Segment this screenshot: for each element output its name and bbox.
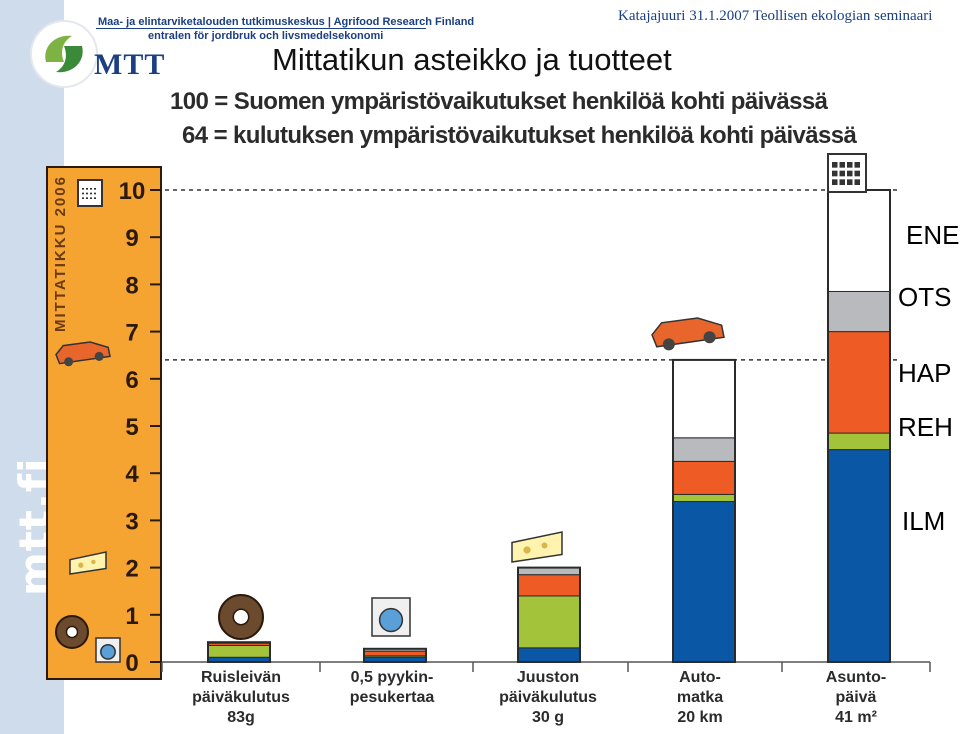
subtitle-scale-64: 64 = kulutuksen ympäristövaikutukset hen… bbox=[182, 122, 857, 149]
x-category-label-line: 20 km bbox=[677, 709, 723, 726]
event-info: Katajajuuri 31.1.2007 Teollisen ekologia… bbox=[618, 8, 933, 24]
header-divider bbox=[96, 28, 426, 29]
x-category-label-line: Juuston bbox=[516, 669, 580, 686]
bread-icon bbox=[218, 594, 264, 640]
y-tick-label: 8 bbox=[125, 272, 138, 299]
mtt-logo-icon bbox=[30, 20, 98, 88]
bar-segment-hap bbox=[827, 331, 891, 434]
legend-ene: ENE bbox=[906, 220, 960, 250]
mtt-logo: MTT bbox=[94, 48, 166, 81]
bar-outline bbox=[207, 641, 271, 664]
subtitle-scale-100: 100 = Suomen ympäristövaikutukset henkil… bbox=[170, 88, 828, 115]
x-category-label: Auto-matka 20 km bbox=[635, 668, 765, 728]
x-category-label-line bbox=[327, 708, 457, 728]
bar-segment-reh bbox=[827, 432, 891, 451]
ruler-car-icon bbox=[55, 341, 111, 367]
x-category-label-line: pesukertaa bbox=[349, 689, 435, 706]
y-tick-label: 1 bbox=[125, 603, 138, 630]
bar-outline bbox=[672, 358, 736, 663]
legend-hap: HAP bbox=[898, 358, 952, 388]
bar-segment-ots bbox=[827, 290, 891, 333]
x-category-label-line: Auto- bbox=[679, 669, 721, 686]
bar-outline bbox=[363, 647, 427, 663]
ruler-building-icon bbox=[77, 179, 103, 207]
org-name-sv: entralen för jordbruk och livsmedelsekon… bbox=[148, 30, 384, 42]
bar-segment-ene bbox=[827, 189, 891, 292]
bar-segment-ilm bbox=[672, 501, 736, 663]
x-category-label-line: päiväkulutus bbox=[499, 689, 597, 706]
x-category-label: Ruisleivän päiväkulutus 83g bbox=[176, 668, 306, 728]
bar-segment-reh bbox=[207, 644, 271, 658]
bar-segment-ilm bbox=[517, 647, 581, 663]
y-tick-label: 2 bbox=[125, 556, 138, 583]
legend-reh: REH bbox=[898, 412, 953, 442]
bar-segment-ene bbox=[672, 359, 736, 439]
y-tick-label: 3 bbox=[125, 508, 138, 535]
ruler-cheese-icon bbox=[69, 551, 107, 575]
x-category-label-line: 41 m² bbox=[835, 709, 877, 726]
x-category-label-line: 83g bbox=[227, 709, 255, 726]
car-icon bbox=[651, 317, 725, 351]
x-category-label-line: 30 g bbox=[531, 709, 564, 726]
bar-segment-ots bbox=[517, 567, 581, 576]
legend-ilm: ILM bbox=[902, 506, 946, 536]
x-category-label-line: matka bbox=[676, 689, 724, 706]
cheese-icon bbox=[511, 531, 563, 563]
bar-segment-reh bbox=[517, 595, 581, 649]
bar-segment-ilm bbox=[827, 449, 891, 663]
y-tick-label: 0 bbox=[125, 650, 138, 677]
y-tick-label: 5 bbox=[125, 414, 138, 441]
x-category-label-line: Asunto- bbox=[825, 669, 887, 686]
bar-segment-hap bbox=[672, 460, 736, 495]
y-tick-label: 6 bbox=[125, 367, 138, 394]
bar-segment-reh bbox=[672, 493, 736, 503]
bar-outline bbox=[517, 566, 581, 663]
x-category-label-line: Ruisleivän bbox=[200, 669, 282, 686]
legend-ots: OTS bbox=[898, 282, 952, 312]
washing-machine-icon bbox=[371, 597, 411, 637]
x-category-label: Juuston päiväkulutus 30 g bbox=[483, 668, 613, 728]
y-tick-label: 10 bbox=[119, 178, 146, 205]
bar-segment-ots bbox=[672, 437, 736, 462]
ruler-washer-icon bbox=[95, 637, 121, 663]
org-name-fi: Maa- ja elintarviketalouden tutkimuskesk… bbox=[98, 16, 475, 28]
y-tick-label: 9 bbox=[125, 225, 138, 252]
y-tick-label: 7 bbox=[125, 320, 138, 347]
measuring-stick bbox=[46, 166, 162, 680]
bar-segment-hap bbox=[517, 574, 581, 597]
x-category-label-line: päivä bbox=[835, 689, 877, 706]
bar-segment-hap bbox=[363, 650, 427, 657]
x-category-label-line: 0,5 pyykin- bbox=[350, 669, 434, 686]
x-category-label: 0,5 pyykin-pesukertaa bbox=[327, 668, 457, 728]
ruler-bread-icon bbox=[55, 615, 89, 649]
x-category-label-line: päiväkulutus bbox=[192, 689, 290, 706]
x-category-label: Asunto-päivä 41 m² bbox=[791, 668, 921, 728]
chart-title: Mittatikun asteikko ja tuotteet bbox=[272, 42, 672, 77]
building-icon bbox=[827, 153, 867, 193]
y-tick-label: 4 bbox=[125, 461, 139, 488]
